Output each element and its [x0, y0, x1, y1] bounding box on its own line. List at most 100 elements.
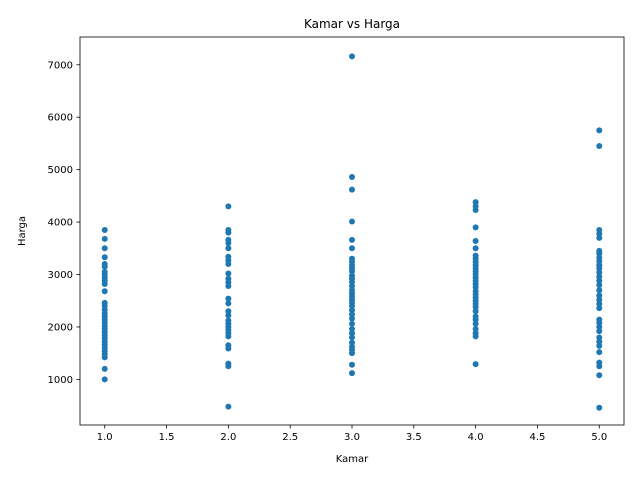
data-point — [472, 326, 479, 333]
data-point — [101, 235, 108, 242]
data-point — [596, 349, 603, 356]
data-point — [472, 308, 479, 315]
data-point — [225, 253, 232, 260]
data-point — [349, 53, 355, 60]
data-point — [349, 361, 355, 368]
x-tick-label: 5.0 — [591, 432, 607, 443]
data-point — [349, 334, 355, 341]
data-point — [225, 270, 232, 277]
x-axis-label: Kamar — [336, 454, 369, 465]
data-point — [472, 252, 479, 259]
x-tick-label: 1.5 — [159, 432, 175, 443]
data-point — [225, 360, 232, 367]
data-point — [225, 226, 232, 233]
data-point — [596, 277, 603, 284]
data-point — [596, 338, 603, 345]
data-point — [101, 268, 108, 275]
data-point — [349, 283, 355, 290]
x-tick-label: 4.0 — [468, 432, 484, 443]
data-point — [349, 236, 355, 243]
x-tick-label: 3.5 — [406, 432, 422, 443]
data-point — [596, 282, 603, 289]
y-axis-ticks: 1000 2000 3000 4000 5000 6000 7000 — [48, 60, 80, 386]
data-point — [472, 313, 479, 320]
data-point — [596, 269, 603, 276]
y-tick-label: 2000 — [48, 322, 73, 333]
data-point — [596, 273, 603, 280]
data-point — [596, 247, 603, 254]
data-point — [472, 245, 479, 252]
x-tick-label: 3.0 — [344, 432, 360, 443]
data-point — [596, 226, 603, 233]
data-point — [101, 261, 108, 268]
data-point — [225, 245, 232, 252]
chart-title: Kamar vs Harga — [304, 17, 400, 31]
data-point — [596, 305, 603, 312]
data-point — [349, 343, 355, 350]
data-point — [596, 296, 603, 303]
data-point — [596, 404, 603, 411]
y-tick-label: 6000 — [48, 113, 73, 124]
y-tick-label: 1000 — [48, 375, 73, 386]
data-points — [101, 53, 603, 411]
data-point — [596, 316, 603, 323]
y-tick-label: 3000 — [48, 270, 73, 281]
data-point — [349, 173, 355, 180]
data-point — [596, 359, 603, 366]
data-point — [225, 403, 232, 410]
data-point — [225, 312, 232, 319]
x-tick-label: 2.5 — [282, 432, 298, 443]
data-point — [349, 330, 355, 337]
data-point — [225, 308, 232, 315]
data-point — [349, 339, 355, 346]
data-point — [472, 237, 479, 244]
data-point — [101, 365, 108, 372]
data-point — [472, 330, 479, 337]
data-point — [349, 370, 355, 377]
y-tick-label: 7000 — [48, 60, 73, 71]
data-point — [349, 307, 355, 314]
data-point — [225, 295, 232, 302]
data-point — [225, 275, 232, 282]
data-point — [596, 328, 603, 335]
data-point — [349, 245, 355, 252]
y-tick-label: 5000 — [48, 165, 73, 176]
data-point — [225, 342, 232, 349]
y-tick-label: 4000 — [48, 218, 73, 229]
data-point — [349, 326, 355, 333]
data-point — [596, 254, 603, 261]
data-point — [101, 376, 108, 383]
data-point — [472, 361, 479, 368]
data-point — [472, 203, 479, 210]
data-point — [349, 186, 355, 193]
data-point — [101, 254, 108, 261]
data-point — [225, 236, 232, 243]
data-point — [349, 320, 355, 327]
data-point — [349, 311, 355, 318]
data-point — [596, 234, 603, 241]
data-point — [596, 372, 603, 379]
data-point — [596, 143, 603, 150]
data-point — [101, 299, 108, 306]
data-point — [225, 300, 232, 307]
data-point — [596, 127, 603, 134]
data-point — [472, 288, 479, 295]
data-point — [349, 255, 355, 262]
data-point — [472, 224, 479, 231]
data-point — [596, 300, 603, 307]
data-point — [101, 245, 108, 252]
data-point — [101, 288, 108, 295]
x-axis-ticks: 1.0 1.5 2.0 2.5 3.0 3.5 4.0 4.5 5.0 — [97, 425, 607, 443]
data-point — [472, 199, 479, 206]
data-point — [596, 292, 603, 299]
data-point — [596, 342, 603, 349]
data-point — [596, 334, 603, 341]
data-point — [472, 320, 479, 327]
data-point — [349, 315, 355, 322]
x-tick-label: 4.5 — [530, 432, 546, 443]
data-point — [596, 287, 603, 294]
data-point — [225, 203, 232, 210]
data-point — [596, 323, 603, 330]
